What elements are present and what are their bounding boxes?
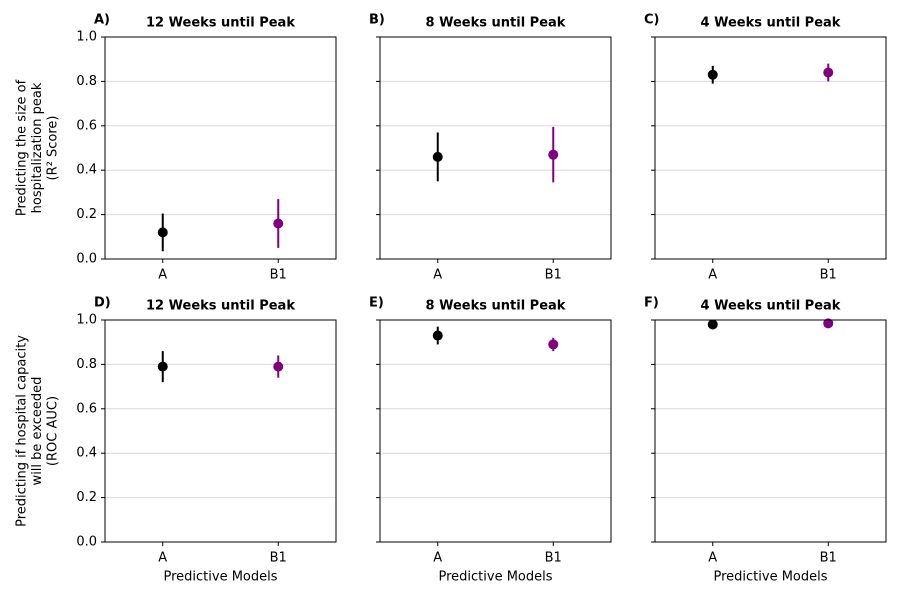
panel-label: D)	[94, 296, 111, 311]
x-tick-label: B1	[820, 268, 837, 283]
panel-label: A)	[94, 13, 110, 28]
x-axis-label: Predictive Models	[163, 570, 277, 585]
point	[823, 318, 834, 329]
x-tick-label: B1	[545, 268, 562, 283]
y-tick-label: 0.6	[76, 401, 97, 416]
point	[707, 69, 718, 80]
x-tick-label: A	[433, 268, 442, 283]
y-tick-label: 0.2	[76, 207, 97, 222]
y-tick-label: 0.0	[76, 252, 97, 267]
y-tick-label: 0.6	[76, 118, 97, 133]
panel-title: 8 Weeks until Peak	[426, 299, 566, 314]
point	[548, 149, 559, 160]
x-tick-label: B1	[270, 551, 287, 566]
y-axis-label: (ROC AUC)	[46, 396, 61, 466]
x-tick-label: B1	[270, 268, 287, 283]
x-tick-label: A	[433, 551, 442, 566]
panel-title: 12 Weeks until Peak	[146, 16, 295, 31]
panel-label: F)	[644, 296, 659, 311]
point	[157, 227, 168, 238]
point	[273, 218, 284, 229]
axes-frame	[379, 36, 612, 260]
axes-frame	[104, 36, 337, 260]
y-tick-label: 0.4	[76, 446, 97, 461]
y-tick-label: 0.8	[76, 357, 97, 372]
panel-label: B)	[369, 13, 385, 28]
panel-title: 4 Weeks until Peak	[701, 16, 841, 31]
point	[823, 67, 834, 78]
y-tick-label: 0.0	[76, 535, 97, 550]
y-axis-label: Predicting the size of	[15, 79, 30, 216]
y-tick-label: 1.0	[76, 313, 97, 328]
y-tick-label: 0.8	[76, 74, 97, 89]
point	[157, 361, 168, 372]
point	[548, 339, 559, 350]
axes-frame	[379, 319, 612, 543]
axes-frame	[104, 319, 337, 543]
x-tick-label: B1	[545, 551, 562, 566]
y-axis-label: (R² Score)	[46, 116, 61, 181]
x-axis-label: Predictive Models	[438, 570, 552, 585]
y-tick-label: 1.0	[76, 30, 97, 45]
point	[432, 151, 443, 162]
x-tick-label: B1	[820, 551, 837, 566]
axes-frame	[654, 319, 887, 543]
point	[707, 319, 718, 330]
panel-label: C)	[644, 13, 659, 28]
y-tick-label: 0.2	[76, 490, 97, 505]
x-tick-label: A	[708, 551, 717, 566]
y-tick-label: 0.4	[76, 163, 97, 178]
panel-title: 12 Weeks until Peak	[146, 299, 295, 314]
x-axis-label: Predictive Models	[713, 570, 827, 585]
x-tick-label: A	[158, 268, 167, 283]
x-tick-label: A	[708, 268, 717, 283]
panel-label: E)	[369, 296, 384, 311]
y-axis-label: will be exceeded	[30, 377, 45, 486]
y-axis-label: Predicting if hospital capacity	[15, 335, 30, 527]
panel-title: 4 Weeks until Peak	[701, 299, 841, 314]
axes-frame	[654, 36, 887, 260]
x-tick-label: A	[158, 551, 167, 566]
panel-title: 8 Weeks until Peak	[426, 16, 566, 31]
point	[273, 361, 284, 372]
point	[432, 330, 443, 341]
y-axis-label: hospitalization peak	[30, 82, 45, 213]
